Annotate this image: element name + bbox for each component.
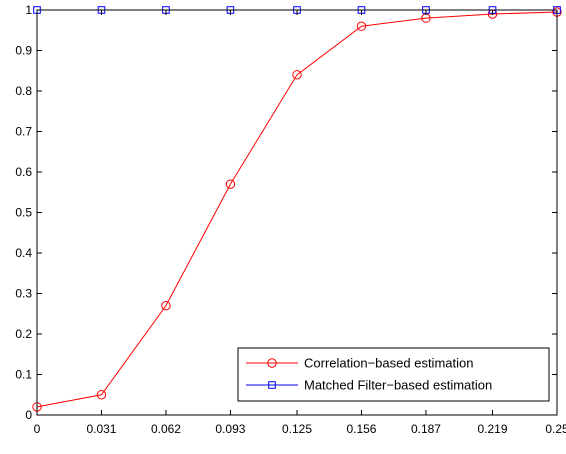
y-tick-label: 0.5 <box>15 206 32 220</box>
x-tick-label: 0.25 <box>545 422 566 436</box>
x-tick-label: 0 <box>34 422 41 436</box>
x-tick-label: 0.187 <box>411 422 441 436</box>
x-tick-label: 0.031 <box>86 422 116 436</box>
legend-marker <box>268 381 276 389</box>
data-point <box>356 21 367 31</box>
legend-item: Matched Filter−based estimation <box>246 378 492 393</box>
legend-marker <box>267 358 277 368</box>
legend-label: Correlation−based estimation <box>304 356 473 371</box>
legend-box <box>237 347 550 402</box>
legend-item: Correlation−based estimation <box>246 356 473 371</box>
legend: Correlation−based estimation Matched Filt… <box>237 347 550 402</box>
x-tick-label: 0.219 <box>478 422 508 436</box>
axes-layer: 0 0.031 0.062 0.093 0.125 0.156 0.187 0.219 0.25… <box>15 3 566 436</box>
data-point <box>96 390 107 400</box>
y-tick-label: 0.3 <box>15 287 32 301</box>
y-tick-label: 0.2 <box>15 327 32 341</box>
data-point <box>292 70 302 80</box>
y-tick-label: 0.1 <box>15 368 32 382</box>
y-tick-label: 0.8 <box>15 84 32 98</box>
y-tick-label: 0 <box>25 408 32 422</box>
x-tick-label: 0.093 <box>215 422 245 436</box>
y-tick-label: 0.4 <box>15 246 32 260</box>
x-tick-label: 0.156 <box>346 422 376 436</box>
x-tick-label: 0.062 <box>151 422 181 436</box>
legend-label: Matched Filter−based estimation <box>304 378 492 393</box>
y-tick-label: 0.6 <box>15 165 32 179</box>
y-tick-label: 1 <box>25 3 32 17</box>
data-point <box>225 179 236 189</box>
data-point <box>161 300 171 311</box>
y-tick-label: 0.7 <box>15 125 32 139</box>
y-tick-label: 0.9 <box>15 44 32 58</box>
x-tick-label: 0.125 <box>282 422 312 436</box>
series-line <box>36 11 558 408</box>
